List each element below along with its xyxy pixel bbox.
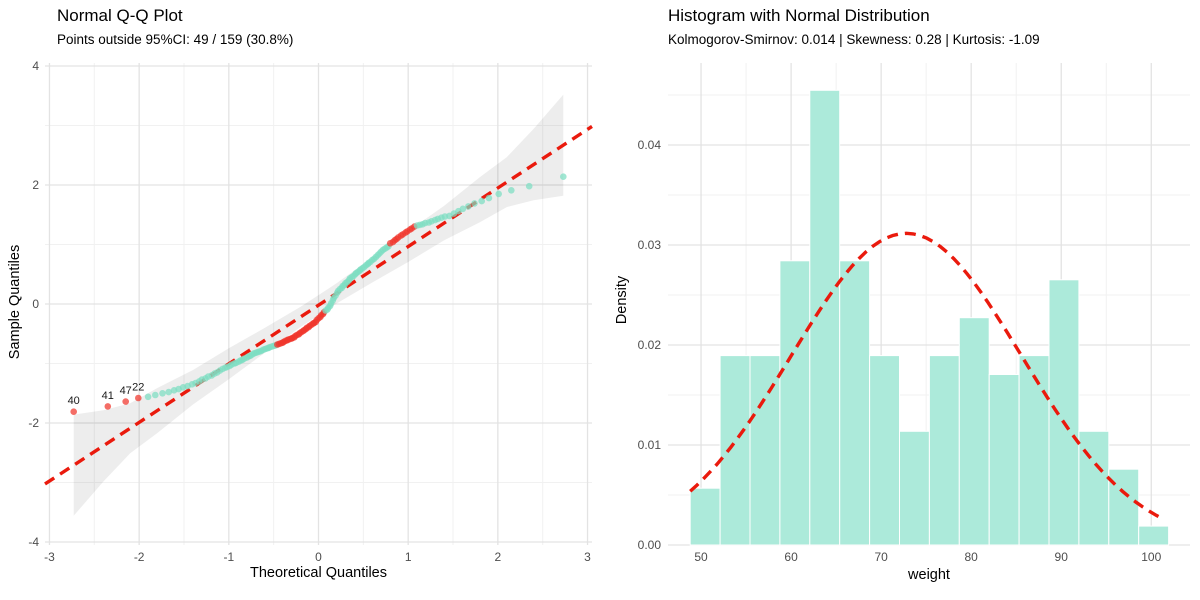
qq-plot-title: Normal Q-Q Plot	[57, 6, 183, 25]
normal-curve	[689, 231, 1164, 521]
histogram-bars	[689, 89, 1170, 546]
qq-point	[471, 200, 478, 207]
histogram-x-axis-title: weight	[908, 567, 950, 583]
qq-point-outside-ci	[122, 398, 129, 405]
histogram-bar	[958, 317, 990, 546]
y-tick-label: 0	[32, 297, 39, 311]
x-tick-label: 60	[784, 550, 798, 564]
outlier-labels: 40 41 47 22	[68, 382, 145, 408]
histogram-subtitle: Kolmogorov-Smirnov: 0.014 | Skewness: 0.…	[668, 32, 1040, 47]
histogram-bar	[839, 260, 871, 546]
x-tick-label: 100	[1141, 550, 1161, 564]
axis-tick-labels: -3 -2 -1 0 1 2 3 -4 -2 0 2 4	[28, 59, 591, 564]
histogram-bar	[779, 260, 811, 546]
qq-point	[560, 173, 567, 180]
histogram-bar	[869, 355, 901, 546]
qq-point	[152, 391, 159, 399]
axis-tick-labels: 50 60 70 80 90 100 0.00 0.01 0.02 0.03 0.04	[638, 138, 1162, 564]
qq-point	[525, 182, 533, 190]
histogram-bar	[1018, 355, 1050, 546]
histogram-bar	[719, 355, 751, 546]
y-tick-label: 0.00	[638, 538, 662, 552]
qq-point	[144, 393, 152, 401]
y-tick-label: 0.02	[638, 338, 662, 352]
y-tick-label: 0.01	[638, 438, 662, 452]
x-tick-label: 90	[1055, 550, 1069, 564]
qq-point	[459, 205, 467, 213]
x-tick-label: 70	[874, 550, 888, 564]
histogram-svg: 50 60 70 80 90 100 0.00 0.01 0.02 0.03 0.04	[638, 63, 1190, 564]
qq-point	[485, 194, 493, 202]
histogram-bar	[1048, 279, 1080, 546]
histogram-bar	[809, 89, 841, 546]
qq-point	[495, 190, 503, 198]
y-tick-label: 0.04	[638, 138, 662, 152]
histogram-bar	[1078, 430, 1110, 546]
histogram-y-axis-title: Density	[614, 275, 630, 325]
histogram-bar	[988, 374, 1020, 546]
outlier-label: 22	[132, 382, 144, 394]
y-tick-label: 2	[32, 178, 39, 192]
y-tick-label: -4	[28, 535, 39, 549]
x-tick-label: 3	[584, 550, 591, 564]
histogram-title: Histogram with Normal Distribution	[668, 6, 930, 25]
qq-point	[159, 390, 166, 397]
qq-plot-panel: 40 41 47 22 -3 -2 -1 0 1 2 3 -4 -2 0 2 4 Normal Q-Q Plo…	[7, 6, 593, 581]
qq-point-outside-ci	[104, 403, 112, 410]
x-tick-label: -2	[134, 550, 145, 564]
outlier-label: 47	[120, 385, 132, 397]
histogram-bar	[749, 355, 781, 546]
qq-y-axis-title: Sample Quantiles	[7, 244, 23, 360]
qq-plot-subtitle: Points outside 95%CI: 49 / 159 (30.8%)	[57, 32, 294, 47]
x-tick-label: 1	[405, 550, 412, 564]
qq-reference-line	[44, 124, 593, 486]
qq-point	[165, 388, 172, 396]
qq-x-axis-title: Theoretical Quantiles	[249, 565, 387, 581]
histogram-bar	[928, 355, 960, 546]
y-tick-label: -2	[28, 416, 39, 430]
histogram-panel: 50 60 70 80 90 100 0.00 0.01 0.02 0.03 0.04 Histog…	[612, 0, 1200, 600]
histogram-bar	[1138, 525, 1170, 546]
qq-point	[508, 187, 515, 194]
x-tick-label: 50	[694, 550, 708, 564]
qq-point-outside-ci	[70, 408, 77, 416]
y-tick-label: 4	[32, 59, 39, 73]
histogram-bar	[899, 430, 930, 546]
qq-points-layer	[70, 173, 567, 416]
x-tick-label: 80	[965, 550, 979, 564]
x-tick-label: -1	[223, 550, 234, 564]
y-tick-label: 0.03	[638, 238, 662, 252]
outlier-label: 40	[68, 395, 80, 407]
qq-plot-svg: 40 41 47 22 -3 -2 -1 0 1 2 3 -4 -2 0 2 4	[28, 59, 593, 564]
qq-point	[465, 203, 472, 210]
histogram-bar	[689, 487, 721, 546]
qq-point	[478, 197, 486, 205]
x-tick-label: 0	[315, 550, 322, 564]
x-tick-label: 2	[495, 550, 502, 564]
qq-point-outside-ci	[135, 394, 142, 402]
x-tick-label: -3	[44, 550, 55, 564]
outlier-label: 41	[102, 390, 114, 402]
